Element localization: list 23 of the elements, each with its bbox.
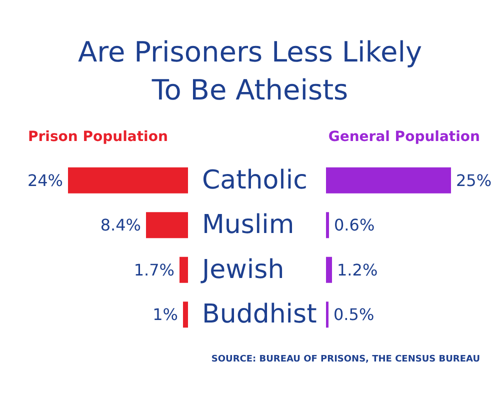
bar [68,167,188,194]
y-tick-label: Buddhist [202,300,317,330]
bar [326,167,451,194]
y-tick-label: Muslim [202,210,294,240]
data-label: 1% [152,305,178,324]
bar [326,256,332,283]
bar [326,212,329,238]
series-label: Prison Population [28,129,168,145]
series-label: General Population [328,129,480,145]
bar [146,212,188,238]
y-tick-label: Catholic [202,165,308,196]
bar [180,256,188,283]
text: Are Prisoners Less Likely To Be Atheists [78,36,422,106]
data-label: 0.6% [334,216,375,235]
data-label: 25% [456,170,492,190]
y-tick-label: Jewish [200,254,284,285]
data-label: 24% [27,170,63,190]
data-label: 1.2% [337,260,378,280]
bar [183,302,188,328]
data-label: 1.7% [134,260,174,280]
data-label: 0.5% [334,305,374,324]
data-label: 8.4% [100,216,141,235]
source-note: SOURCE: BUREAU OF PRISONS, THE CENSUS BUREAU [211,354,480,364]
